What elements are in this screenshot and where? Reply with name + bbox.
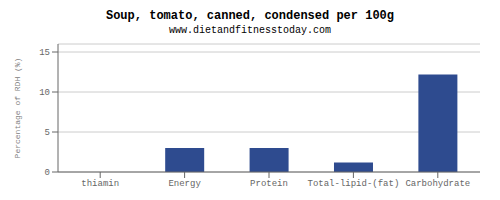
svg-text:5: 5 — [45, 128, 50, 138]
svg-text:Carbohydrate: Carbohydrate — [405, 179, 470, 189]
svg-text:thiamin: thiamin — [81, 179, 119, 189]
svg-text:Percentage of RDH (%): Percentage of RDH (%) — [13, 58, 22, 159]
svg-text:Energy: Energy — [168, 179, 201, 189]
svg-text:Total-lipid-(fat): Total-lipid-(fat) — [307, 179, 399, 189]
svg-text:Protein: Protein — [250, 179, 288, 189]
html-text:Soup, tomato, canned, condense: Soup, tomato, canned, condensed per 100g — [106, 9, 394, 23]
html-text:www.dietandfitnesstoday.com: www.dietandfitnesstoday.com — [169, 25, 331, 36]
svg-text:10: 10 — [39, 88, 50, 98]
svg-text:15: 15 — [39, 48, 50, 58]
svg-text:0: 0 — [45, 168, 50, 178]
